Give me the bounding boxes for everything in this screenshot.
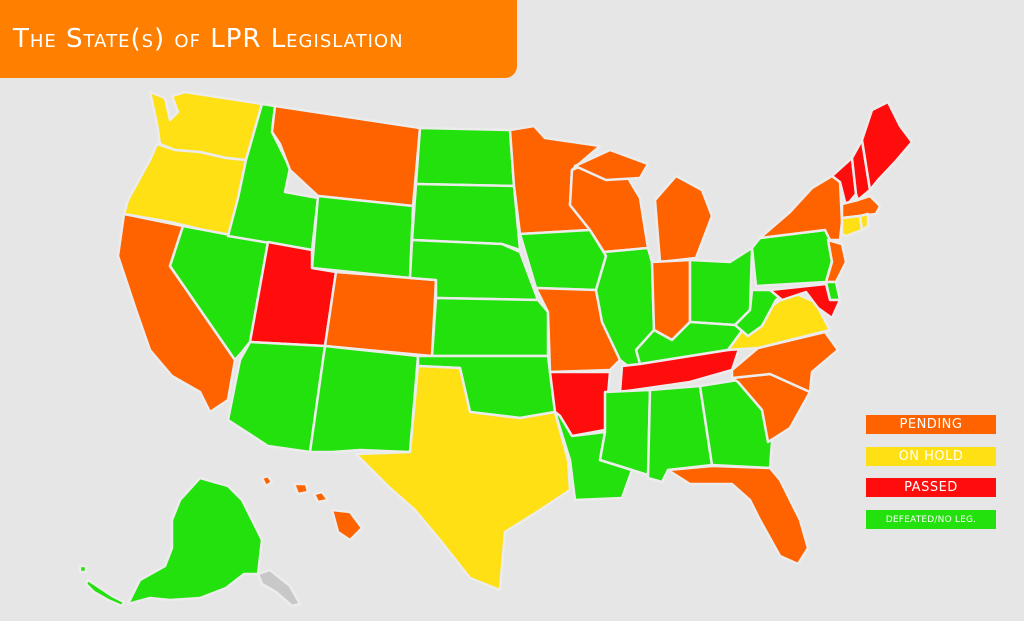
legend-pending: PENDING	[866, 415, 996, 434]
state-vt[interactable]	[830, 156, 858, 208]
state-ct[interactable]	[840, 214, 864, 238]
state-ny[interactable]	[758, 174, 844, 242]
legend-defeated: DEFEATED/NO LEG.	[866, 510, 996, 529]
legend-passed-label: PASSED	[904, 480, 958, 495]
state-ia[interactable]	[518, 228, 608, 292]
state-ms[interactable]	[598, 388, 652, 477]
state-ak[interactable]	[126, 476, 264, 606]
state-ks[interactable]	[430, 296, 550, 358]
state-nd[interactable]	[414, 126, 516, 188]
state-nm[interactable]	[308, 344, 420, 454]
state-ak-panhandle	[256, 568, 302, 608]
state-co[interactable]	[323, 270, 438, 358]
state-mt[interactable]	[270, 104, 422, 208]
legend-pending-label: PENDING	[899, 417, 963, 432]
state-nh[interactable]	[850, 138, 872, 202]
state-me[interactable]	[860, 100, 914, 192]
state-hi[interactable]	[260, 474, 364, 542]
state-az[interactable]	[226, 340, 327, 454]
legend-defeated-label: DEFEATED/NO LEG.	[885, 514, 977, 525]
state-wy[interactable]	[310, 194, 415, 280]
page-title: The State(s) of LPR Legislation	[13, 24, 404, 54]
state-tx[interactable]	[354, 364, 572, 592]
title-banner: The State(s) of LPR Legislation	[0, 0, 517, 78]
state-oh[interactable]	[688, 246, 754, 327]
state-md[interactable]	[768, 282, 842, 320]
state-ri[interactable]	[858, 212, 870, 232]
state-ak-islands	[78, 564, 126, 608]
state-fl[interactable]	[666, 464, 810, 566]
legend-passed: PASSED	[866, 478, 996, 497]
legend-on-hold: ON HOLD	[866, 447, 996, 466]
legend-on-hold-label: ON HOLD	[898, 449, 964, 464]
